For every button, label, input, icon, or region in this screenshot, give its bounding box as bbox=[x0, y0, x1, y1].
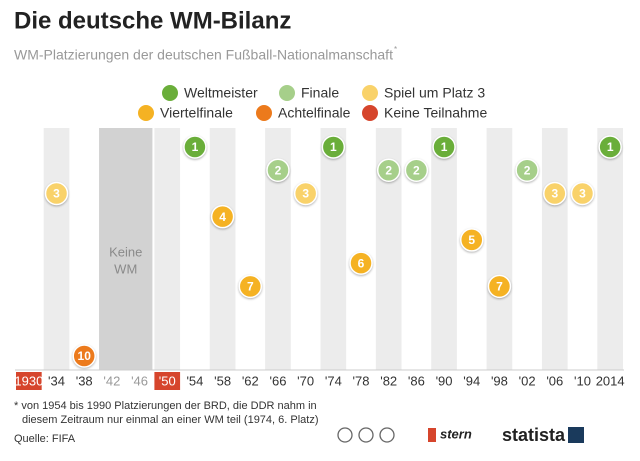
legend-swatch bbox=[138, 105, 154, 121]
data-label: 1 bbox=[330, 140, 337, 154]
column-stripe bbox=[320, 128, 347, 370]
x-tick-label: '94 bbox=[463, 373, 480, 388]
logo-mark bbox=[428, 428, 436, 442]
x-tick-label: '70 bbox=[297, 373, 314, 388]
x-tick-label: '38 bbox=[76, 373, 93, 388]
data-label: 2 bbox=[275, 163, 282, 177]
dot bbox=[432, 135, 456, 159]
dot bbox=[487, 274, 512, 299]
logo-mark bbox=[568, 427, 584, 443]
data-label: 1 bbox=[607, 140, 614, 154]
subtitle-mark: * bbox=[394, 45, 397, 54]
dot bbox=[293, 181, 318, 206]
x-tick-label: '78 bbox=[353, 373, 370, 388]
data-label: 1 bbox=[441, 140, 448, 154]
legend-swatch bbox=[162, 85, 178, 101]
icon bbox=[337, 427, 353, 443]
data-label: 1 bbox=[192, 140, 199, 154]
x-tick-label: '50 bbox=[159, 373, 176, 388]
x-tick-label: 1930 bbox=[14, 373, 43, 388]
dot bbox=[210, 204, 235, 229]
data-label: 6 bbox=[358, 256, 365, 270]
dot bbox=[266, 158, 290, 182]
x-tick-label: '54 bbox=[186, 373, 203, 388]
data-label: 10 bbox=[78, 349, 92, 363]
legend-swatch bbox=[362, 105, 378, 121]
no-participation-marker bbox=[16, 372, 42, 390]
data-label: 2 bbox=[524, 163, 531, 177]
x-tick-label: '10 bbox=[574, 373, 591, 388]
x-tick-label: '82 bbox=[380, 373, 397, 388]
data-label: 3 bbox=[53, 187, 60, 201]
icon bbox=[358, 427, 374, 443]
column-stripe bbox=[43, 128, 70, 370]
source: Quelle: FIFA bbox=[14, 433, 76, 445]
legend-swatch bbox=[256, 105, 272, 121]
legend-swatch bbox=[279, 85, 295, 101]
dot bbox=[72, 344, 96, 368]
dot bbox=[349, 251, 373, 275]
column-stripe bbox=[486, 128, 513, 370]
chart-title: Die deutsche WM-Bilanz bbox=[14, 7, 291, 34]
legend-label: Finale bbox=[301, 85, 339, 101]
dot bbox=[404, 158, 429, 182]
data-label: 5 bbox=[468, 233, 475, 247]
icon bbox=[379, 427, 395, 443]
x-tick-label: 2014 bbox=[596, 373, 625, 388]
legend-label: Achtelfinale bbox=[278, 105, 351, 121]
x-tick-label: '58 bbox=[214, 373, 231, 388]
license-icons bbox=[337, 427, 395, 443]
no-world-cup-label: WM bbox=[114, 261, 137, 276]
legend: Weltmeister Finale Spiel um Platz 3 Viertel… bbox=[138, 85, 487, 121]
x-tick-label: '02 bbox=[519, 373, 536, 388]
column-stripe bbox=[209, 128, 236, 370]
footnote: diesem Zeitraum nur einmal an einer WM t… bbox=[22, 414, 319, 426]
legend-label: Spiel um Platz 3 bbox=[384, 85, 485, 101]
data-label: 3 bbox=[551, 187, 558, 201]
column-stripe bbox=[154, 128, 181, 370]
no-participation-marker bbox=[154, 372, 181, 390]
x-tick-label: '74 bbox=[325, 373, 342, 388]
legend-swatch bbox=[362, 85, 378, 101]
dot bbox=[376, 158, 401, 182]
data-label: 2 bbox=[385, 163, 392, 177]
no-world-cup-label: Keine bbox=[109, 244, 142, 259]
dot bbox=[321, 135, 346, 159]
dot bbox=[44, 181, 69, 206]
column-stripe bbox=[431, 128, 457, 370]
x-tick-label: '66 bbox=[270, 373, 287, 388]
column-stripe bbox=[597, 128, 623, 370]
dot bbox=[515, 158, 539, 182]
x-tick-label: '34 bbox=[48, 373, 65, 388]
x-tick-label: '90 bbox=[436, 373, 453, 388]
dot bbox=[238, 274, 263, 299]
legend-label: Weltmeister bbox=[184, 85, 258, 101]
no-world-cup-band bbox=[99, 128, 153, 370]
x-tick-label: '42 bbox=[103, 373, 120, 388]
data-label: 7 bbox=[496, 280, 503, 294]
data-label: 7 bbox=[247, 280, 254, 294]
dot bbox=[460, 228, 484, 252]
x-tick-label: '98 bbox=[491, 373, 508, 388]
legend-label: Viertelfinale bbox=[160, 105, 233, 121]
data-label: 4 bbox=[219, 210, 226, 224]
data-label: 3 bbox=[579, 187, 586, 201]
column-stripe bbox=[541, 128, 568, 370]
chart-subtitle: WM-Platzierungen der deutschen Fußball-N… bbox=[14, 47, 393, 63]
dot bbox=[598, 135, 622, 159]
data-label: 2 bbox=[413, 163, 420, 177]
x-tick-label: '06 bbox=[546, 373, 563, 388]
legend-label: Keine Teilnahme bbox=[384, 105, 487, 121]
x-tick-label: '62 bbox=[242, 373, 259, 388]
data-label: 3 bbox=[302, 187, 309, 201]
footnote: * von 1954 bis 1990 Platzierungen der BR… bbox=[14, 400, 317, 412]
x-tick-label: '46 bbox=[131, 373, 148, 388]
dot bbox=[183, 135, 207, 159]
dot bbox=[543, 181, 567, 206]
dot bbox=[570, 181, 595, 206]
brand: stern bbox=[440, 426, 472, 441]
x-tick-label: '86 bbox=[408, 373, 425, 388]
brand: statista bbox=[502, 425, 566, 445]
